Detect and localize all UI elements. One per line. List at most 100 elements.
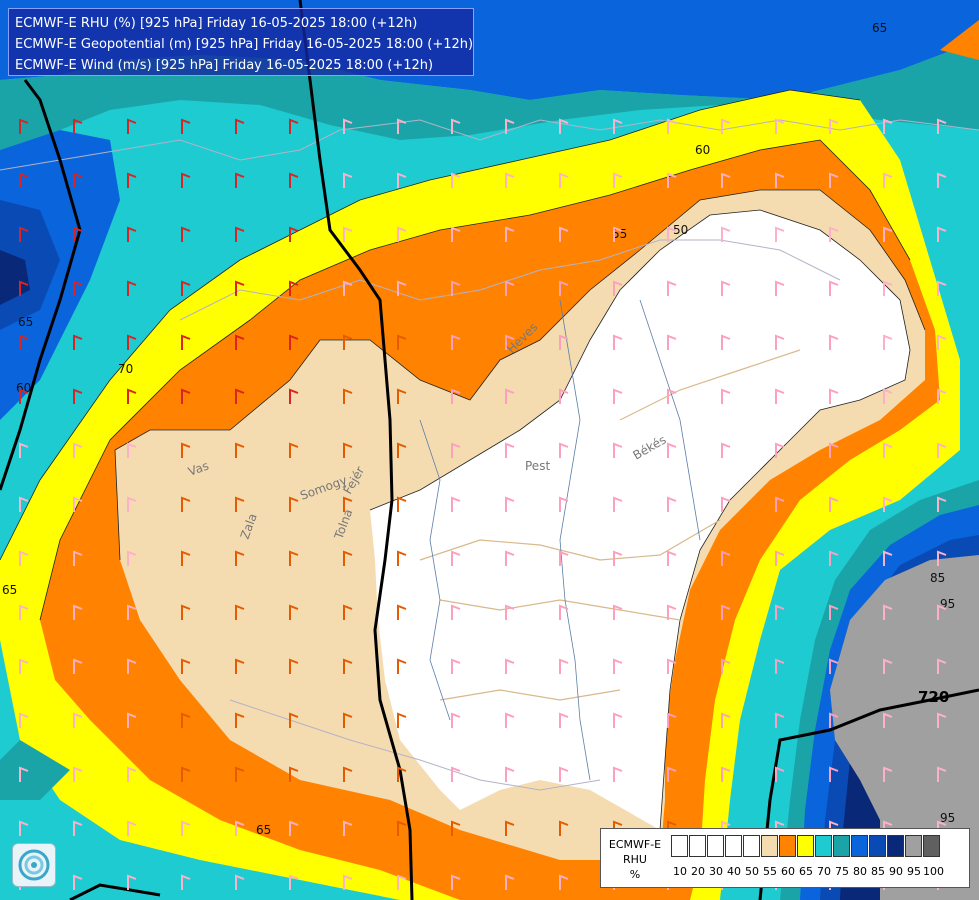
wind-barb bbox=[613, 280, 623, 296]
wind-barb bbox=[613, 388, 623, 404]
wind-barb bbox=[127, 118, 137, 134]
wind-barb bbox=[235, 334, 245, 350]
wind-barb bbox=[289, 496, 299, 512]
wind-barb bbox=[721, 496, 731, 512]
wind-barb bbox=[613, 712, 623, 728]
wind-barb bbox=[721, 442, 731, 458]
wind-barb bbox=[667, 442, 677, 458]
wind-barb bbox=[937, 172, 947, 188]
wind-barb bbox=[127, 334, 137, 350]
wind-barb bbox=[343, 388, 353, 404]
wind-barb bbox=[559, 550, 569, 566]
rhu-60-zone-ne-corner bbox=[940, 20, 979, 60]
wind-barb bbox=[397, 712, 407, 728]
wind-barb bbox=[181, 388, 191, 404]
wind-barb bbox=[667, 496, 677, 512]
wind-barb bbox=[73, 280, 83, 296]
legend-swatch bbox=[923, 835, 940, 857]
wind-barb bbox=[883, 172, 893, 188]
wind-barb bbox=[775, 388, 785, 404]
rhu-95-zone-se bbox=[830, 555, 979, 900]
wind-barb bbox=[127, 496, 137, 512]
county-borders bbox=[419, 349, 801, 701]
wind-barb bbox=[73, 172, 83, 188]
wind-barb bbox=[559, 118, 569, 134]
rhu-95-zone-left bbox=[0, 250, 30, 305]
wind-barb bbox=[343, 496, 353, 512]
wind-barb bbox=[559, 496, 569, 512]
contour-label-60b: 60 bbox=[16, 381, 31, 395]
wind-barb bbox=[73, 496, 83, 512]
wind-barb bbox=[451, 334, 461, 350]
wind-barb bbox=[721, 118, 731, 134]
wind-barb bbox=[559, 334, 569, 350]
legend-swatch bbox=[851, 835, 868, 857]
wind-barb bbox=[181, 550, 191, 566]
wind-barb bbox=[775, 118, 785, 134]
wind-barb bbox=[667, 766, 677, 782]
wind-barb bbox=[883, 388, 893, 404]
wind-barb bbox=[505, 712, 515, 728]
wind-barb bbox=[559, 820, 569, 836]
wind-barb bbox=[829, 118, 839, 134]
wind-barb bbox=[559, 658, 569, 674]
wind-barb bbox=[289, 172, 299, 188]
wind-barb bbox=[127, 820, 137, 836]
wind-barb bbox=[181, 766, 191, 782]
wind-barb bbox=[289, 118, 299, 134]
wind-barb bbox=[289, 604, 299, 620]
wind-barb bbox=[937, 442, 947, 458]
legend-tick: 90 bbox=[889, 865, 903, 878]
wind-barb bbox=[19, 442, 29, 458]
wind-barb bbox=[289, 226, 299, 242]
wind-barb bbox=[235, 172, 245, 188]
wind-barb bbox=[451, 874, 461, 890]
wind-barb bbox=[73, 388, 83, 404]
wind-barb bbox=[181, 442, 191, 458]
wind-barb bbox=[937, 280, 947, 296]
wind-barb bbox=[505, 604, 515, 620]
wind-barb bbox=[829, 388, 839, 404]
wind-barb bbox=[883, 550, 893, 566]
wind-barb bbox=[937, 712, 947, 728]
legend-tick: 30 bbox=[709, 865, 723, 878]
wind-barb bbox=[235, 658, 245, 674]
legend-tick: 80 bbox=[853, 865, 867, 878]
legend-swatch bbox=[761, 835, 778, 857]
rhu-75-zone-sw bbox=[0, 740, 70, 800]
wind-barb bbox=[127, 658, 137, 674]
wind-barb bbox=[235, 874, 245, 890]
logo bbox=[12, 843, 56, 887]
wind-barb bbox=[181, 820, 191, 836]
legend-ticks: 10 20 30 40 50 55 60 65 70 75 80 85 90 95 100 bbox=[671, 865, 944, 878]
wind-barb bbox=[73, 874, 83, 890]
wind-barb bbox=[181, 712, 191, 728]
wind-barb bbox=[559, 388, 569, 404]
wind-barb bbox=[505, 820, 515, 836]
wind-barb bbox=[937, 118, 947, 134]
wind-barb bbox=[613, 226, 623, 242]
wind-barb bbox=[883, 334, 893, 350]
wind-barb bbox=[343, 226, 353, 242]
wind-barb bbox=[721, 172, 731, 188]
contour-label-70: 70 bbox=[118, 362, 133, 376]
wind-barb bbox=[397, 820, 407, 836]
wind-barb bbox=[235, 442, 245, 458]
legend-swatch bbox=[905, 835, 922, 857]
wind-barb bbox=[451, 280, 461, 296]
legend-tick: 85 bbox=[871, 865, 885, 878]
wind-barb bbox=[343, 712, 353, 728]
wind-barb bbox=[127, 226, 137, 242]
legend-label-line1: ECMWF-E bbox=[608, 838, 662, 851]
wind-barb bbox=[451, 496, 461, 512]
legend-tick: 60 bbox=[781, 865, 795, 878]
legend-swatch bbox=[743, 835, 760, 857]
wind-barb bbox=[343, 280, 353, 296]
legend-tick: 75 bbox=[835, 865, 849, 878]
wind-barb bbox=[883, 496, 893, 512]
wind-barb bbox=[289, 334, 299, 350]
wind-barb bbox=[775, 658, 785, 674]
wind-barb bbox=[235, 388, 245, 404]
wind-barb bbox=[883, 118, 893, 134]
wind-barb bbox=[775, 226, 785, 242]
